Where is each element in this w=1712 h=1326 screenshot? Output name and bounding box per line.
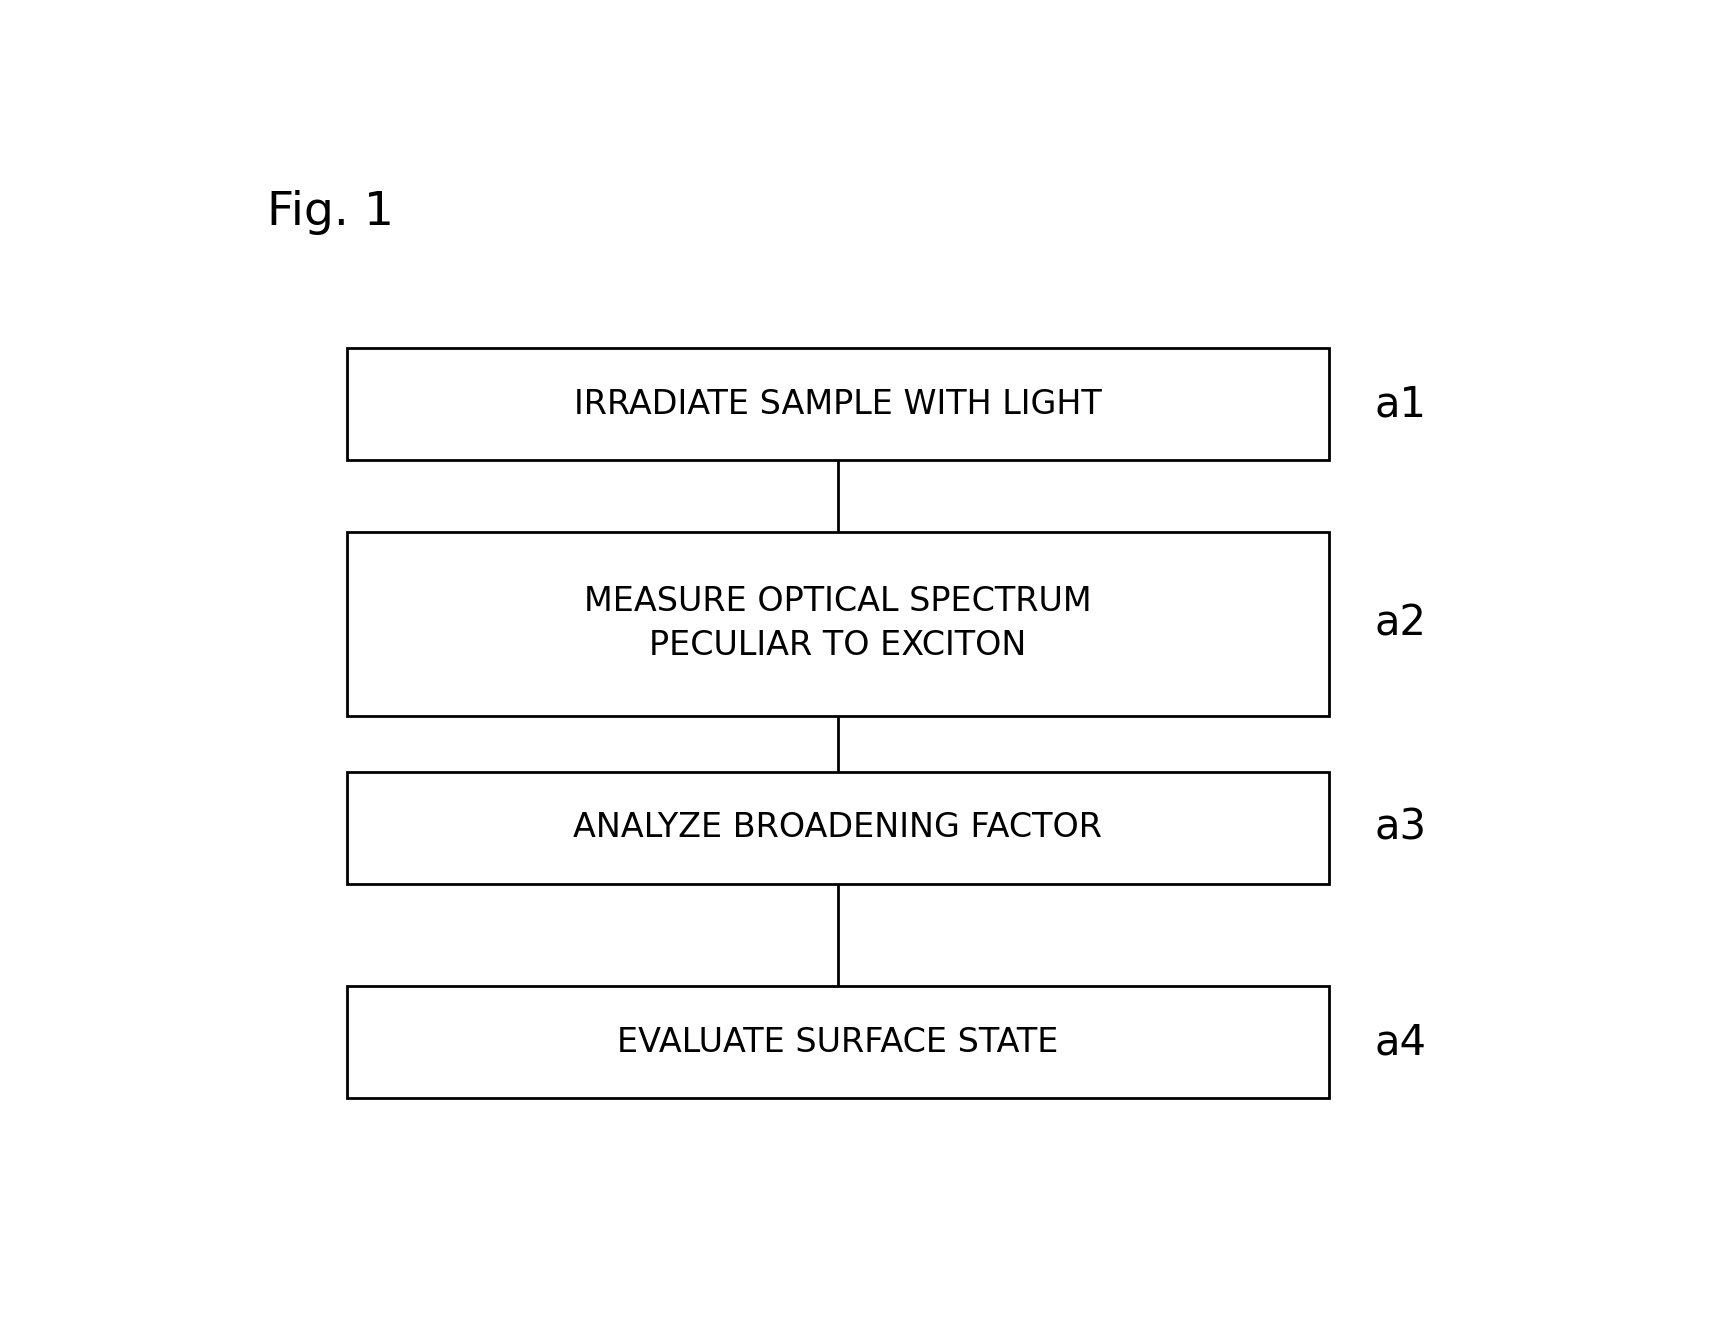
Text: Fig. 1: Fig. 1 xyxy=(267,190,394,235)
Text: MEASURE OPTICAL SPECTRUM
PECULIAR TO EXCITON: MEASURE OPTICAL SPECTRUM PECULIAR TO EXC… xyxy=(584,586,1092,662)
Text: a4: a4 xyxy=(1375,1021,1426,1063)
Text: EVALUATE SURFACE STATE: EVALUATE SURFACE STATE xyxy=(616,1026,1058,1058)
Bar xyxy=(346,772,1329,884)
Text: a1: a1 xyxy=(1375,383,1426,426)
Text: a3: a3 xyxy=(1375,808,1428,849)
Bar xyxy=(346,532,1329,716)
Text: a2: a2 xyxy=(1375,603,1426,644)
Bar xyxy=(346,987,1329,1098)
Bar xyxy=(346,347,1329,460)
Text: IRRADIATE SAMPLE WITH LIGHT: IRRADIATE SAMPLE WITH LIGHT xyxy=(574,387,1101,420)
Text: ANALYZE BROADENING FACTOR: ANALYZE BROADENING FACTOR xyxy=(574,812,1103,845)
